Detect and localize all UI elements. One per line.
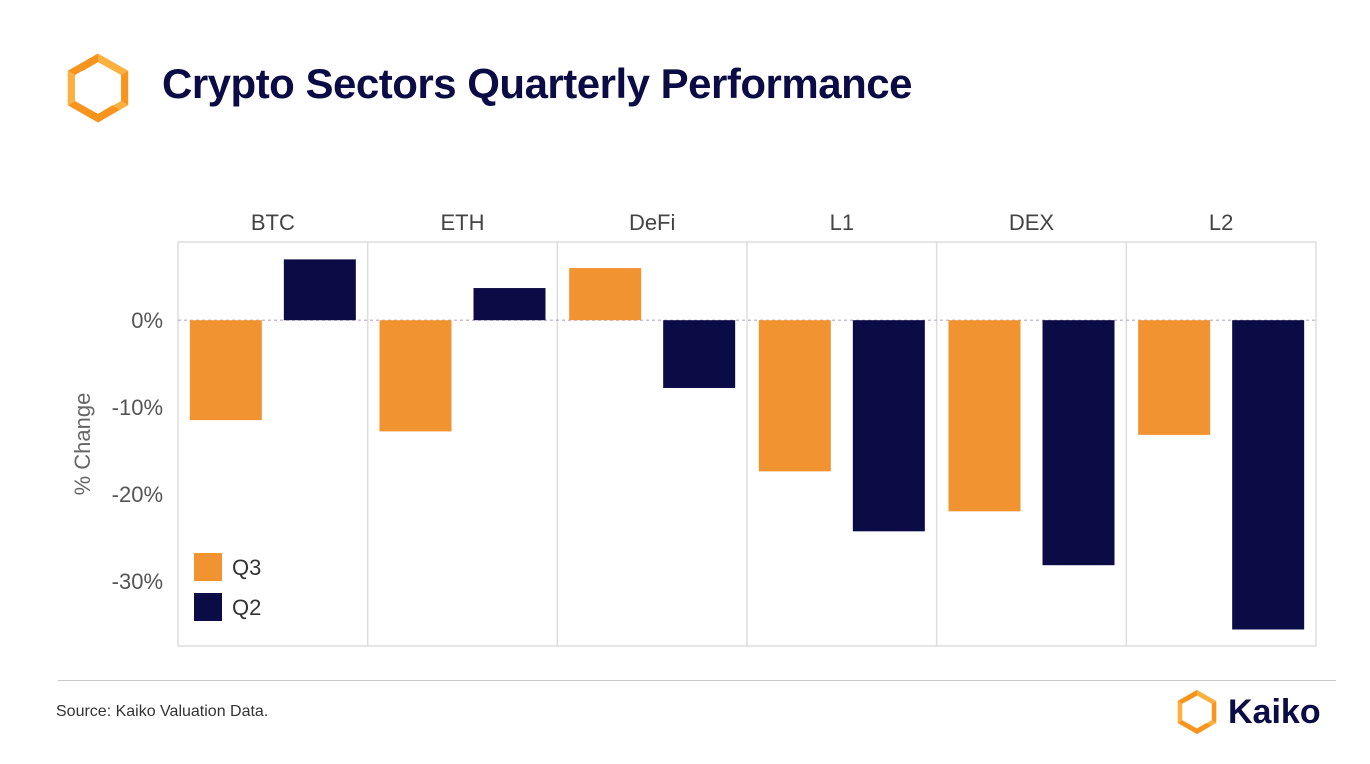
category-label: DEX	[1009, 210, 1055, 235]
brand-name: Kaiko	[1228, 692, 1321, 731]
legend-swatch-q2	[194, 593, 222, 621]
y-axis-label: % Change	[70, 393, 95, 496]
category-label: ETH	[441, 210, 485, 235]
y-tick-label: -30%	[112, 569, 163, 594]
category-label: BTC	[251, 210, 295, 235]
bar-chart: BTC ETH DeFi L1 DEX L2 0% -10% -20% -30% % Change Q…	[70, 210, 1317, 647]
bar-q3-defi	[569, 268, 642, 321]
bar-q3-l1	[758, 320, 831, 472]
page-title: Crypto Sectors Quarterly Performance	[162, 60, 912, 107]
source-note: Source: Kaiko Valuation Data.	[56, 703, 269, 720]
bar-q3-l2	[1138, 320, 1211, 435]
category-label: L1	[830, 210, 854, 235]
y-tick-label: -20%	[112, 482, 163, 507]
bar-q3-eth	[379, 320, 452, 432]
bar-q2-eth	[473, 288, 546, 321]
bar-q3-dex	[948, 320, 1021, 512]
kaiko-logo-icon	[67, 53, 129, 123]
bar-q2-defi	[663, 320, 736, 388]
category-label: L2	[1209, 210, 1233, 235]
bar-q2-l1	[852, 320, 925, 532]
bar-q2-btc	[283, 259, 356, 321]
footer-divider	[58, 680, 1336, 681]
bar-q2-l2	[1232, 320, 1305, 630]
bar-q3-btc	[189, 320, 262, 421]
legend-label: Q3	[232, 555, 261, 580]
y-tick-label: 0%	[131, 308, 163, 333]
legend-label: Q2	[232, 595, 261, 620]
bar-q2-dex	[1042, 320, 1115, 566]
kaiko-logo-icon	[1177, 689, 1217, 735]
legend-swatch-q3	[194, 553, 222, 581]
category-label: DeFi	[629, 210, 675, 235]
brand-logo: Kaiko	[1174, 688, 1321, 736]
y-tick-label: -10%	[112, 395, 163, 420]
